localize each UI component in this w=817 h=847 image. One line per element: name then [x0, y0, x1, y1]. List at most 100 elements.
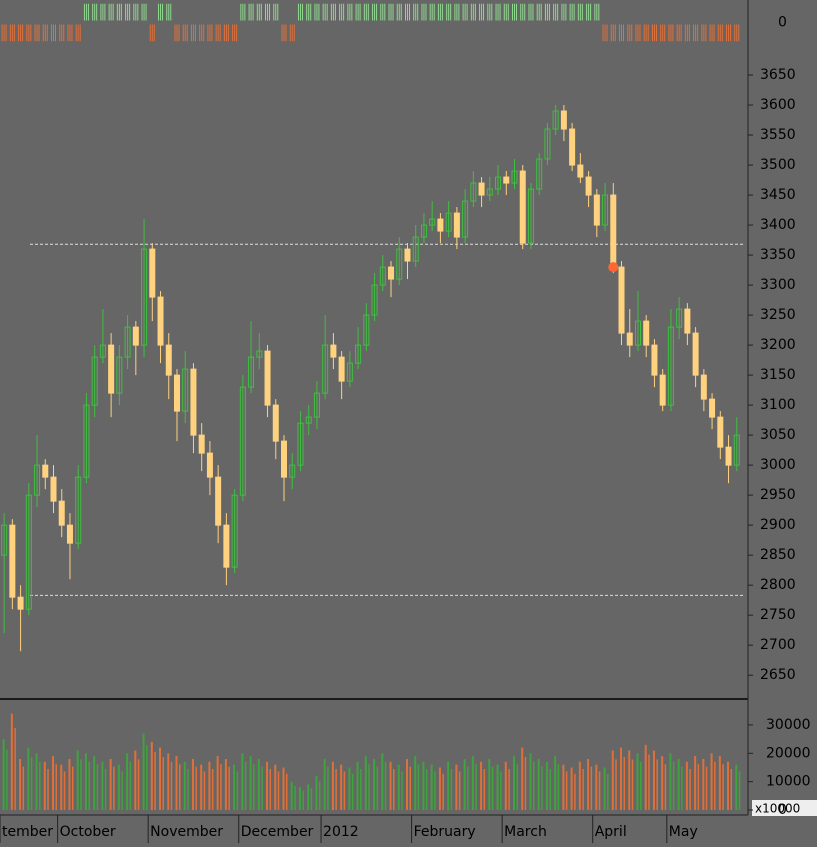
volume-bar: [208, 761, 211, 810]
volume-bar: [710, 753, 713, 810]
volume-bar-gap: [524, 756, 527, 810]
y-tick-label: 2800: [760, 577, 796, 593]
candle-body: [420, 224, 427, 238]
volume-bar-gap: [14, 728, 16, 810]
y-tick-label: 3300: [760, 277, 796, 293]
candle-body: [165, 344, 172, 376]
volume-bar-gap: [178, 764, 181, 810]
volume-bar: [266, 761, 269, 810]
volume-bar: [422, 761, 425, 810]
volume-bar-gap: [590, 766, 593, 810]
volume-bar: [463, 758, 466, 810]
volume-bar-gap: [714, 761, 716, 810]
volume-bar: [183, 761, 186, 810]
candle-body: [396, 248, 403, 280]
volume-bar: [117, 764, 120, 810]
volume-bar-gap: [549, 769, 551, 810]
volume-bar-gap: [631, 759, 634, 810]
candle-body: [313, 392, 320, 418]
candle-body: [149, 248, 156, 298]
candle-body: [453, 212, 460, 238]
volume-bar-gap: [705, 766, 708, 810]
candle-body: [58, 500, 65, 526]
volume-bar-gap: [681, 766, 683, 810]
volume-bar: [109, 758, 112, 810]
volume-bar: [282, 767, 285, 810]
y-tick-label: 3150: [760, 367, 796, 383]
candle-body: [141, 248, 148, 346]
candle-body: [519, 170, 526, 244]
volume-bar: [257, 758, 260, 810]
volume-bar: [290, 781, 293, 810]
volume-bar-gap: [170, 761, 173, 810]
candle-body: [379, 266, 386, 286]
candle-body: [643, 320, 650, 346]
volume-bar-gap: [195, 766, 197, 810]
candle-body: [618, 266, 625, 334]
candle-body: [544, 128, 551, 160]
candle-body: [206, 452, 213, 478]
candle-body: [239, 386, 246, 496]
volume-bar-gap: [516, 764, 519, 810]
volume-bar-gap: [22, 766, 25, 810]
candle-body: [569, 128, 576, 166]
volume-bar: [628, 750, 631, 810]
volume-bar: [224, 758, 227, 810]
x-tick-label: November: [150, 824, 223, 840]
volume-bar: [513, 756, 516, 810]
volume-bar: [101, 761, 104, 810]
candle-body: [560, 110, 567, 130]
volume-bar-gap: [607, 773, 609, 810]
volume-bar-gap: [508, 769, 510, 810]
volume-bar: [159, 747, 162, 810]
y-tick-label: 3350: [760, 247, 796, 263]
volume-bar-gap: [582, 769, 584, 810]
candle-body: [116, 356, 123, 394]
volume-bar-gap: [318, 781, 321, 810]
volume-bar-gap: [211, 769, 214, 810]
candle-body: [124, 326, 131, 358]
candle-body: [297, 422, 304, 466]
candle-body: [17, 596, 24, 610]
volume-bar-gap: [104, 769, 107, 810]
volume-bar-gap: [113, 766, 115, 810]
volume-bar: [381, 753, 384, 810]
volume-bar-gap: [368, 764, 370, 810]
volume-bar-gap: [154, 752, 156, 810]
volume-bar-gap: [129, 761, 132, 810]
candle-body: [577, 164, 584, 178]
volume-bar-gap: [286, 773, 288, 810]
volume-bar: [529, 753, 532, 810]
volume-bar: [611, 750, 614, 810]
volume-bar-gap: [722, 764, 724, 810]
volume-bar: [249, 756, 252, 810]
candle-body: [99, 344, 106, 358]
volume-bar-gap: [55, 764, 58, 810]
candle-body: [223, 524, 230, 568]
volume-tick-label: 10000: [766, 774, 811, 790]
volume-bar-gap: [557, 764, 560, 810]
candle-body: [462, 200, 469, 238]
volume-bar: [570, 767, 573, 810]
candle-body: [536, 158, 543, 190]
volume-bar: [68, 758, 71, 810]
x-tick-label: April: [595, 824, 627, 840]
volume-bar: [727, 761, 730, 810]
candle-body: [634, 320, 641, 346]
candle-body: [717, 416, 724, 448]
volume-bar: [373, 758, 376, 810]
volume-bar: [175, 756, 178, 810]
volume-bar-gap: [137, 759, 140, 810]
volume-bar-gap: [261, 766, 263, 810]
candle-body: [651, 344, 658, 376]
volume-bar-gap: [30, 756, 33, 810]
volume-bar: [644, 744, 647, 810]
volume-bar-gap: [623, 756, 626, 810]
volume-bar-gap: [664, 764, 667, 810]
volume-bar: [389, 761, 392, 810]
volume-bar: [620, 747, 623, 810]
candle-body: [700, 374, 707, 400]
volume-bar-gap: [648, 754, 650, 810]
